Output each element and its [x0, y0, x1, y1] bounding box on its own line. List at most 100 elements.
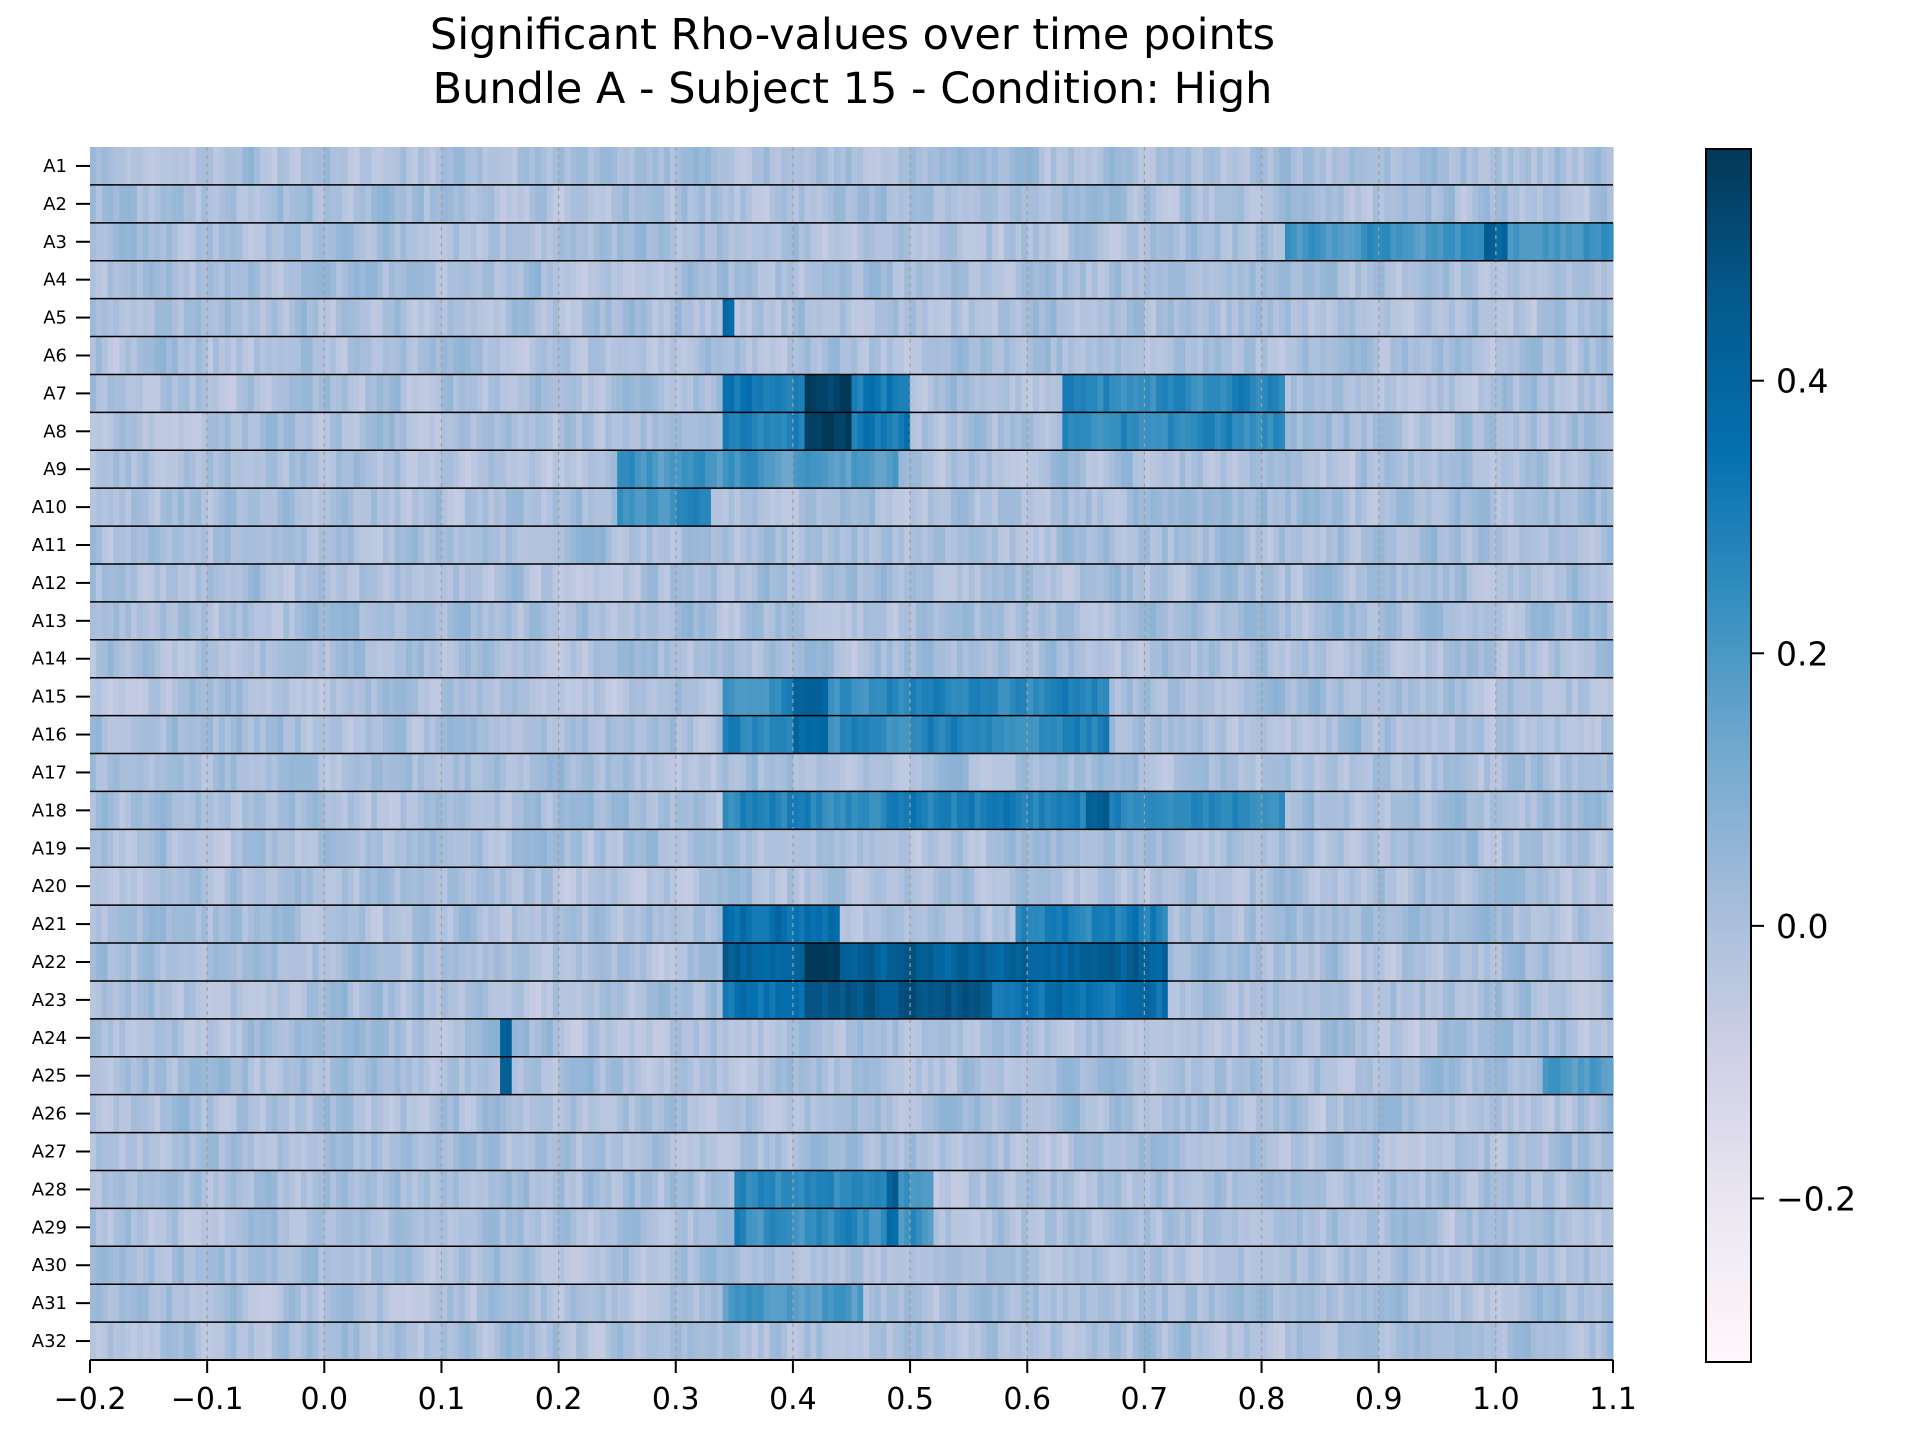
- heatmap-cell: [236, 526, 243, 564]
- heatmap-cell: [1437, 336, 1444, 375]
- heatmap-cell: [669, 753, 677, 792]
- heatmap-cell: [113, 260, 120, 299]
- heatmap-cell: [347, 374, 355, 413]
- heatmap-cell: [892, 526, 899, 564]
- heatmap-cell: [207, 298, 214, 337]
- heatmap-cell: [353, 677, 361, 716]
- heatmap-cell: [1566, 260, 1573, 299]
- heatmap-cell: [289, 829, 296, 868]
- heatmap-cell: [195, 298, 202, 337]
- heatmap-cell: [1595, 791, 1602, 830]
- heatmap-cell: [1091, 147, 1099, 185]
- heatmap-cell: [1238, 298, 1245, 337]
- heatmap-cell: [1150, 563, 1157, 602]
- heatmap-cell: [166, 488, 173, 527]
- heatmap-cell: [277, 791, 284, 830]
- heatmap-cell: [1021, 715, 1028, 754]
- heatmap-cell: [224, 260, 232, 299]
- heatmap-cell: [207, 222, 214, 261]
- heatmap-cell: [1402, 260, 1409, 299]
- heatmap-cell: [1132, 526, 1140, 564]
- heatmap-cell: [371, 526, 378, 564]
- heatmap-cell: [1601, 147, 1608, 185]
- heatmap-cell: [1372, 298, 1380, 337]
- heatmap-cell: [910, 791, 917, 830]
- heatmap-cell: [915, 222, 923, 261]
- heatmap-cell: [412, 222, 419, 261]
- heatmap-cell: [1349, 601, 1356, 640]
- heatmap-cell: [652, 222, 659, 261]
- heatmap-cell: [172, 450, 179, 489]
- heatmap-cell: [822, 791, 829, 830]
- heatmap-cell: [1448, 374, 1456, 413]
- heatmap-cell: [716, 412, 724, 451]
- heatmap-cell: [218, 184, 226, 223]
- heatmap-cell: [254, 147, 261, 185]
- heatmap-cell: [751, 601, 759, 640]
- heatmap-cell: [353, 412, 361, 451]
- heatmap-cell: [236, 298, 243, 337]
- heatmap-cell: [1325, 526, 1333, 564]
- heatmap-cell: [1402, 753, 1409, 792]
- heatmap-cell: [1284, 412, 1292, 451]
- heatmap-cell: [582, 147, 589, 185]
- heatmap-cell: [1443, 260, 1450, 299]
- heatmap-cell: [148, 867, 156, 906]
- heatmap-cell: [816, 601, 823, 640]
- heatmap-cell: [710, 601, 718, 640]
- heatmap-cell: [242, 601, 249, 640]
- heatmap-cell: [1255, 336, 1263, 375]
- heatmap-cell: [886, 639, 894, 678]
- heatmap-cell: [189, 867, 197, 906]
- heatmap-cell: [1056, 298, 1063, 337]
- heatmap-cell: [728, 791, 735, 830]
- heatmap-cell: [295, 601, 302, 640]
- heatmap-cell: [927, 412, 935, 451]
- heatmap-cell: [956, 829, 964, 868]
- heatmap-cell: [1566, 374, 1573, 413]
- heatmap-cell: [271, 184, 279, 223]
- heatmap-cell: [1560, 639, 1567, 678]
- heatmap-cell: [781, 260, 788, 299]
- heatmap-cell: [1015, 298, 1022, 337]
- heatmap-cell: [886, 450, 894, 489]
- heatmap-cell: [1560, 374, 1567, 413]
- heatmap-cell: [125, 715, 132, 754]
- heatmap-cell: [1595, 677, 1602, 716]
- heatmap-cell: [1548, 715, 1556, 754]
- heatmap-cell: [318, 222, 325, 261]
- heatmap-cell: [921, 412, 929, 451]
- heatmap-cell: [1103, 412, 1110, 451]
- heatmap-cell: [775, 791, 782, 830]
- heatmap-cell: [968, 450, 976, 489]
- heatmap-cell: [921, 601, 929, 640]
- heatmap-cell: [1361, 184, 1368, 223]
- heatmap-cell: [535, 601, 542, 640]
- heatmap-cell: [1390, 412, 1397, 451]
- heatmap-cell: [1273, 829, 1280, 868]
- heatmap-cell: [429, 260, 437, 299]
- heatmap-cell: [1361, 526, 1368, 564]
- heatmap-cell: [1050, 260, 1058, 299]
- heatmap-cell: [1361, 677, 1368, 716]
- heatmap-cell: [892, 639, 899, 678]
- heatmap-cell: [224, 677, 232, 716]
- heatmap-cell: [822, 526, 829, 564]
- heatmap-cell: [166, 336, 173, 375]
- heatmap-cell: [1191, 639, 1198, 678]
- heatmap-cell: [1144, 563, 1151, 602]
- heatmap-cell: [869, 298, 876, 337]
- heatmap-cell: [148, 791, 156, 830]
- heatmap-cell: [1074, 677, 1081, 716]
- heatmap-cell: [546, 715, 554, 754]
- heatmap-cell: [664, 526, 671, 564]
- heatmap-cell: [869, 829, 876, 868]
- heatmap-cell: [177, 715, 185, 754]
- heatmap-cell: [1132, 374, 1140, 413]
- heatmap-cell: [1038, 639, 1046, 678]
- heatmap-cell: [810, 260, 817, 299]
- heatmap-cell: [746, 563, 753, 602]
- heatmap-cell: [142, 412, 150, 451]
- heatmap-cell: [1419, 601, 1427, 640]
- heatmap-cell: [95, 450, 103, 489]
